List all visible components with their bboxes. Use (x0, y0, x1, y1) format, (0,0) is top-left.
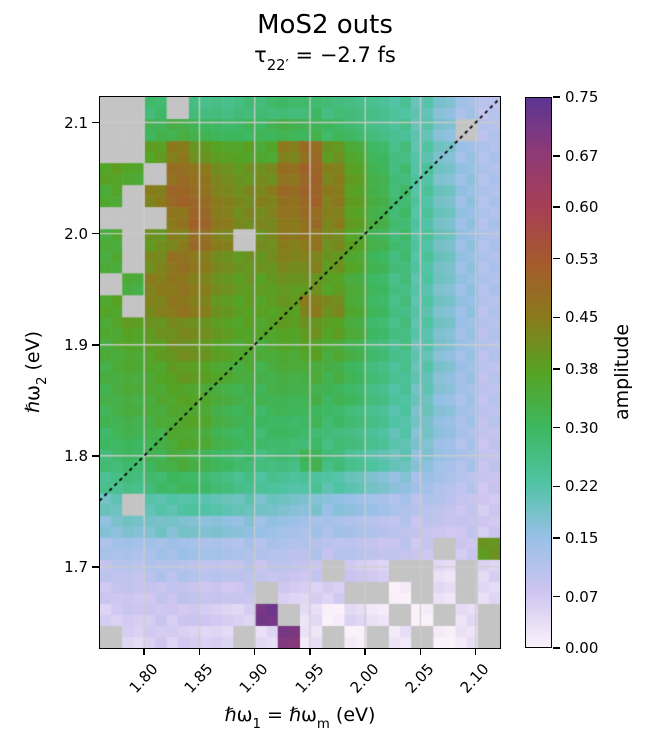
x-tick-mark (143, 648, 145, 655)
colorbar-tick-label: 0.22 (565, 477, 599, 496)
colorbar-tick-mark (553, 485, 560, 488)
colorbar-tick-label: 0.38 (565, 359, 599, 378)
colorbar-tick-mark (553, 257, 560, 260)
y-tick-mark (92, 343, 99, 346)
x-tick-mark (419, 648, 422, 655)
colorbar-tick-mark (553, 316, 560, 319)
colorbar-tick-mark (553, 206, 560, 208)
x-tick-label: 1.80 (125, 660, 162, 697)
colorbar-tick-mark (553, 647, 560, 649)
colorbar-tick-label: 0.60 (565, 198, 599, 217)
x-tick-mark (198, 648, 201, 655)
x-tick-label: 2.10 (456, 660, 493, 697)
y-tick-label: 1.7 (64, 557, 88, 576)
heatmap-canvas (100, 97, 500, 648)
y-tick-label: 1.8 (64, 446, 88, 465)
colorbar-tick-mark (553, 154, 560, 157)
x-tick-label: 1.95 (291, 660, 328, 697)
subtitle-value: = −2.7 fs (288, 43, 396, 67)
colorbar-tick-mark (553, 537, 560, 539)
colorbar-tick-label: 0.53 (565, 249, 599, 268)
y-tick-mark (92, 121, 99, 124)
x-tick-label: 2.00 (346, 660, 383, 697)
x-tick-mark (474, 648, 477, 655)
colorbar-tick-label: 0.00 (565, 639, 599, 657)
y-tick-mark (92, 566, 99, 568)
x-tick-mark (364, 648, 366, 655)
y-tick-label: 2.0 (64, 224, 88, 243)
chart-title: MoS2 outs (257, 10, 393, 40)
x-tick-mark (309, 648, 311, 655)
x-tick-mark (253, 648, 256, 655)
colorbar-tick-label: 0.67 (565, 146, 599, 165)
x-tick-label: 1.90 (235, 660, 272, 697)
colorbar-tick-label: 0.75 (565, 88, 599, 106)
colorbar-tick-mark (553, 426, 560, 429)
y-tick-label: 1.9 (64, 335, 88, 354)
colorbar-tick-label: 0.07 (565, 587, 599, 606)
x-tick-label: 2.05 (401, 660, 438, 697)
y-tick-mark (92, 232, 99, 235)
colorbar-tick-label: 0.45 (565, 308, 599, 327)
colorbar-tick-mark (553, 96, 560, 98)
subtitle-tau: τ (254, 43, 267, 67)
chart-subtitle: τ22′ = −2.7 fs (254, 43, 396, 72)
colorbar-tick-mark (553, 368, 560, 370)
subtitle-subscript: 22′ (266, 56, 289, 74)
colorbar-tick-label: 0.15 (565, 528, 599, 547)
x-tick-label: 1.85 (180, 660, 217, 697)
colorbar-gradient (525, 97, 552, 648)
colorbar-tick-label: 0.30 (565, 418, 599, 437)
x-axis-label: ℏω1 = ℏωm (eV) (224, 704, 376, 733)
colorbar-label: amplitude (611, 323, 633, 421)
y-tick-label: 2.1 (64, 113, 88, 132)
colorbar-tick-mark (553, 595, 560, 598)
y-tick-mark (92, 455, 99, 457)
